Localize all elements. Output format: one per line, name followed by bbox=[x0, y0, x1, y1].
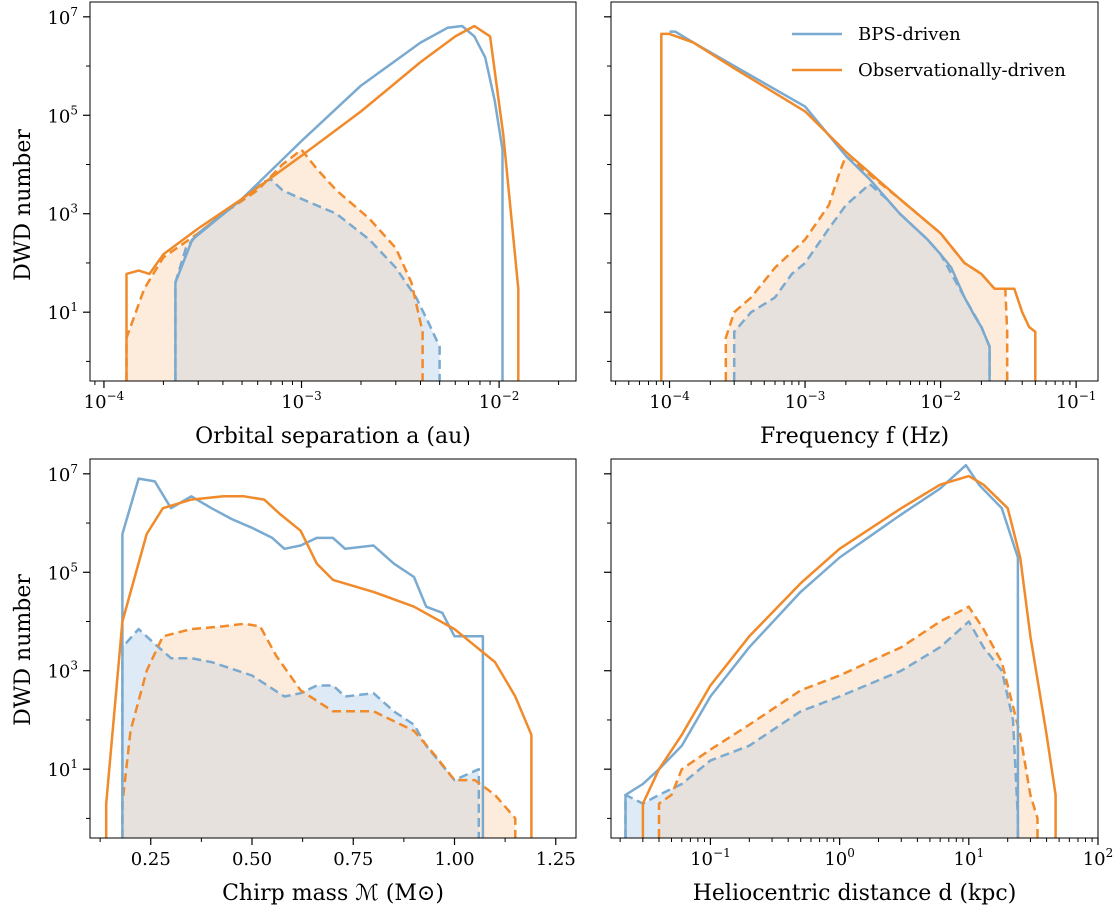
xtick-label: 10−1 bbox=[690, 846, 731, 870]
ytick-label: 103 bbox=[47, 202, 78, 226]
xtick-label: 1.00 bbox=[434, 849, 474, 870]
xtick-label: 10−3 bbox=[281, 389, 322, 413]
ytick-label: 107 bbox=[47, 462, 78, 486]
panel-bottom-left: 101 103 105 107 0.25 0.50 0.75 1.00 1.25 Chirp ma… bbox=[47, 458, 577, 906]
area-overlap-detected bbox=[175, 179, 423, 381]
xtick-label: 10−4 bbox=[649, 389, 690, 413]
legend-obs-label: Observationally-driven bbox=[858, 60, 1066, 81]
ytick-label: 105 bbox=[47, 560, 78, 584]
xtick-label: 0.75 bbox=[333, 849, 373, 870]
plot-area bbox=[104, 477, 533, 838]
plot-area bbox=[660, 30, 1037, 381]
line-obs-detected bbox=[125, 148, 424, 381]
ylabel-top: DWD number bbox=[11, 129, 36, 281]
xtick-label: 1.25 bbox=[536, 849, 576, 870]
plot-area bbox=[624, 463, 1057, 838]
line-bps-detected bbox=[624, 620, 1020, 838]
ytick-label: 101 bbox=[47, 757, 78, 781]
plot-area bbox=[125, 24, 520, 381]
axes-frame bbox=[89, 458, 577, 839]
legend: BPS-driven Observationally-driven bbox=[792, 24, 1066, 81]
line-bps-all bbox=[174, 24, 504, 381]
area-overlap-detected bbox=[122, 629, 479, 838]
xtick-label: 0.25 bbox=[131, 849, 171, 870]
xtick-label: 100 bbox=[824, 846, 855, 870]
xtick-label: 10−2 bbox=[479, 389, 520, 413]
ytick-label: 101 bbox=[47, 300, 78, 324]
ytick-label: 105 bbox=[47, 103, 78, 127]
xtick-label: 101 bbox=[954, 846, 985, 870]
area-overlap-detected bbox=[734, 184, 990, 381]
area-overlap-detected bbox=[659, 621, 1018, 838]
panel-top-right: 10−4 10−3 10−2 10−1 Frequency f (Hz) bbox=[604, 1, 1099, 449]
line-bps-all bbox=[624, 463, 1020, 838]
ytick-label: 107 bbox=[47, 5, 78, 29]
panel-top-left: 101 103 105 107 10−4 10−3 10−2 Orbital separati… bbox=[47, 1, 577, 449]
xtick-label: 0.50 bbox=[232, 849, 272, 870]
line-obs-detected bbox=[121, 622, 517, 838]
line-obs-all bbox=[104, 495, 533, 838]
line-obs-all bbox=[641, 474, 1057, 838]
line-obs-all bbox=[125, 24, 520, 381]
xtick-label: 10−1 bbox=[1056, 389, 1097, 413]
line-bps-all bbox=[121, 477, 485, 838]
xlabel: Chirp mass ℳ (M⊙) bbox=[222, 881, 444, 906]
xlabel: Heliocentric distance d (kpc) bbox=[693, 881, 1017, 906]
panel-bottom-right: 10−1 100 101 102 Heliocentric distance d (kp… bbox=[604, 458, 1114, 906]
xtick-label: 10−3 bbox=[785, 389, 826, 413]
axes-frame bbox=[610, 1, 1099, 382]
line-obs-detected bbox=[657, 605, 1039, 838]
axes-frame bbox=[610, 458, 1099, 839]
legend-bps-label: BPS-driven bbox=[858, 24, 961, 45]
axes-frame bbox=[89, 1, 577, 382]
xlabel: Orbital separation a (au) bbox=[195, 424, 471, 449]
xlabel: Frequency f (Hz) bbox=[760, 424, 949, 449]
xtick-label: 102 bbox=[1083, 846, 1114, 870]
line-obs-all bbox=[660, 32, 1037, 381]
xtick-label: 10−4 bbox=[84, 389, 125, 413]
ytick-label: 103 bbox=[47, 659, 78, 683]
xtick-label: 10−2 bbox=[920, 389, 961, 413]
ylabel-bottom: DWD number bbox=[11, 574, 36, 726]
line-bps-detected bbox=[121, 627, 481, 838]
